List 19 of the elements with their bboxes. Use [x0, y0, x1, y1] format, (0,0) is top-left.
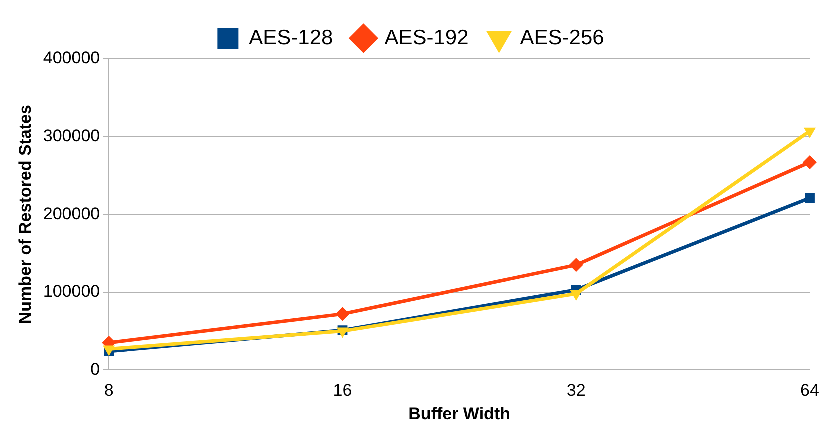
- y-tick-label: 300000: [43, 126, 100, 146]
- legend-label: AES-128: [249, 26, 334, 50]
- x-axis-title: Buffer Width: [408, 404, 510, 424]
- legend-label: AES-192: [384, 26, 469, 50]
- point: [336, 307, 350, 322]
- x-tick-label: 8: [104, 381, 114, 400]
- x-tick-label: 64: [800, 381, 820, 400]
- y-tick-label: 0: [90, 360, 100, 379]
- point: [803, 155, 817, 170]
- legend-label: AES-256: [520, 26, 604, 50]
- y-axis-title: Number of Restored States: [16, 105, 35, 324]
- y-tick-label: 100000: [43, 282, 100, 302]
- point: [569, 258, 584, 272]
- x-tick-label: 32: [566, 381, 586, 400]
- y-tick-label: 200000: [43, 204, 100, 224]
- y-tick-label: 400000: [43, 48, 100, 68]
- x-tick-label: 16: [333, 381, 352, 400]
- point: [570, 290, 582, 301]
- point: [805, 193, 815, 204]
